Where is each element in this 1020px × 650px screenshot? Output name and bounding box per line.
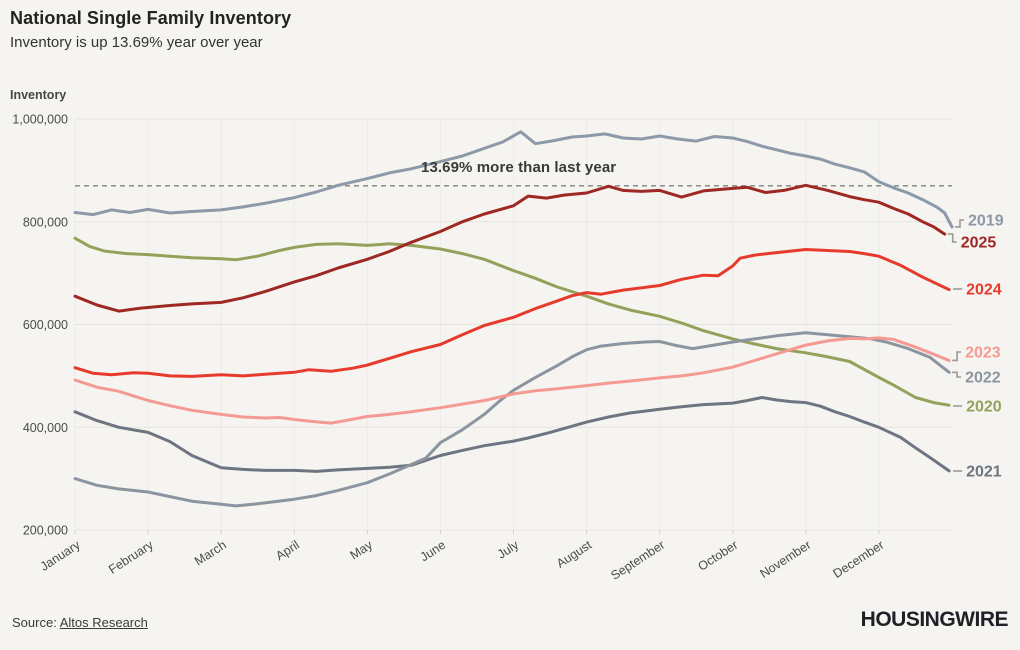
series-line-2023 xyxy=(73,336,951,425)
x-tick-label: May xyxy=(348,537,376,562)
source-prefix: Source: xyxy=(12,615,60,630)
source-note: Source: Altos Research xyxy=(12,615,148,630)
x-tick-label: November xyxy=(757,538,813,581)
x-tick-label: July xyxy=(495,537,522,561)
legend-connector-2022 xyxy=(952,371,962,378)
y-axis-title: Inventory xyxy=(10,88,67,102)
y-tick-label: 800,000 xyxy=(23,215,68,229)
legend-connector-2023 xyxy=(952,351,962,362)
page-title: National Single Family Inventory xyxy=(10,8,292,28)
housingwire-logo: HOUSINGWIRE xyxy=(860,608,1009,631)
series-line-2019 xyxy=(73,130,954,229)
series-line-2022 xyxy=(73,331,951,508)
legend-connector-2019 xyxy=(955,219,964,228)
series-line-2025 xyxy=(73,183,947,313)
legend-label-2022: 2022 xyxy=(965,370,1001,387)
reference-line-annotation: 13.69% more than last year xyxy=(421,159,617,176)
legend-label-2021: 2021 xyxy=(966,464,1002,481)
x-tick-label: October xyxy=(695,538,740,574)
y-tick-label: 600,000 xyxy=(23,318,68,332)
x-tick-label: September xyxy=(608,538,667,583)
series-line-2024 xyxy=(73,248,951,378)
legend-label-2025: 2025 xyxy=(961,235,997,252)
page-subtitle: Inventory is up 13.69% year over year xyxy=(10,34,263,51)
x-tick-label: June xyxy=(418,538,448,565)
legend-connector-2025 xyxy=(947,233,957,243)
series-line-2021 xyxy=(73,396,951,473)
y-tick-label: 200,000 xyxy=(23,524,68,538)
y-tick-label: 1,000,000 xyxy=(12,113,68,127)
legend-label-2020: 2020 xyxy=(966,399,1002,416)
x-tick-label: January xyxy=(38,537,84,573)
y-tick-label: 400,000 xyxy=(23,421,68,435)
legend-label-2024: 2024 xyxy=(966,282,1002,299)
source-link[interactable]: Altos Research xyxy=(59,615,148,630)
x-tick-label: April xyxy=(273,538,302,563)
series-line-2020 xyxy=(73,236,951,407)
x-tick-label: February xyxy=(106,537,156,576)
x-tick-label: December xyxy=(831,538,887,581)
legend-label-2019: 2019 xyxy=(968,213,1004,230)
legend-label-2023: 2023 xyxy=(965,345,1001,362)
x-tick-label: March xyxy=(192,538,229,569)
x-tick-label: August xyxy=(554,537,595,570)
